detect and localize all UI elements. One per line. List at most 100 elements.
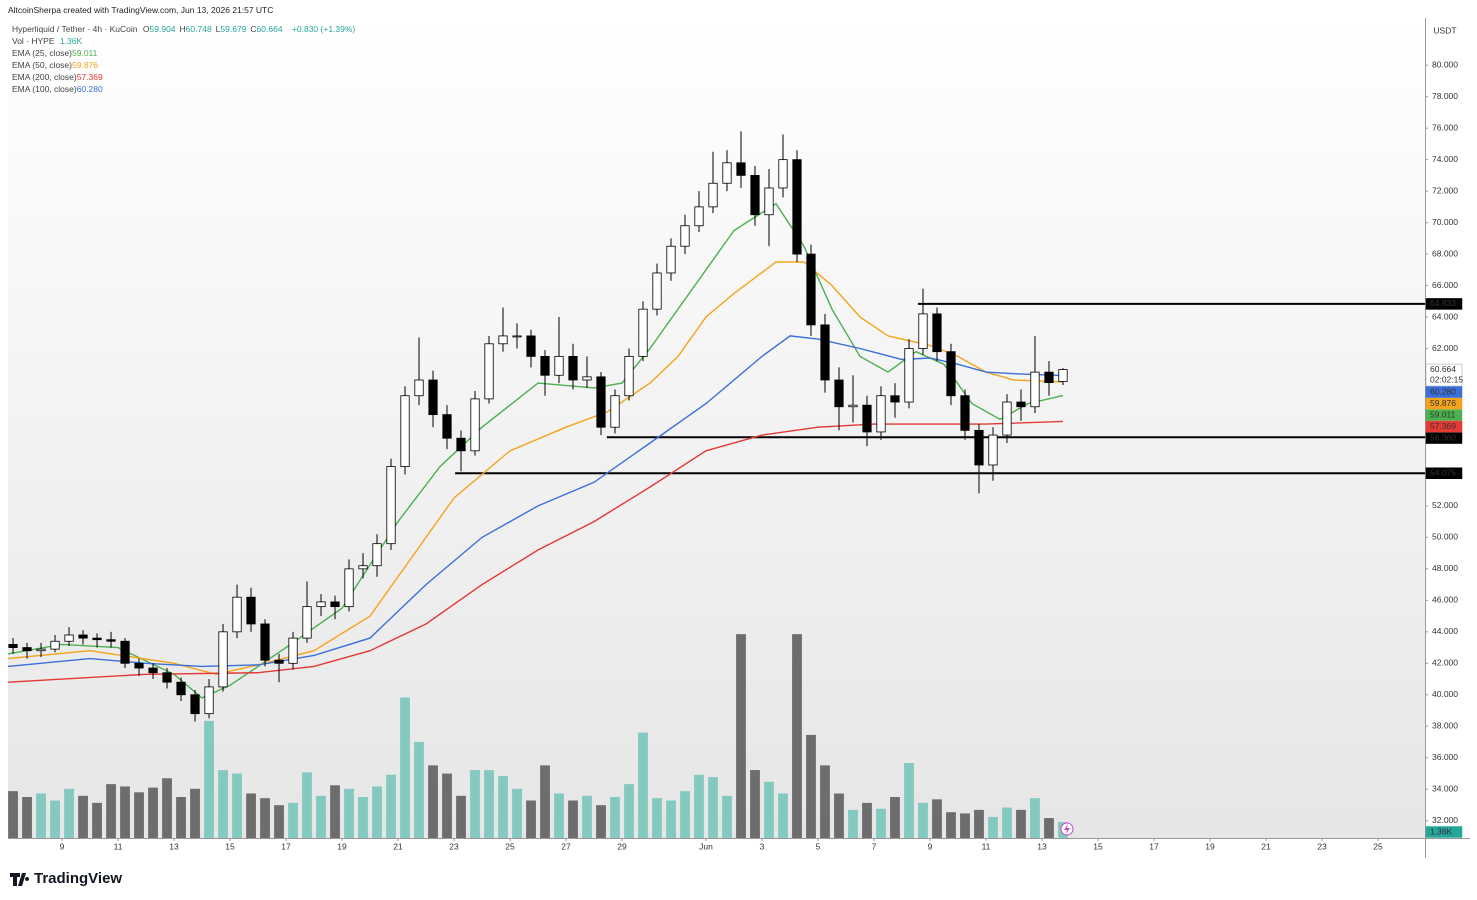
candle-body xyxy=(428,379,438,416)
volume-bar xyxy=(204,720,214,838)
y-tick-label: 46.000 xyxy=(1432,595,1458,605)
candle-body xyxy=(512,335,522,338)
y-tick-label: 66.000 xyxy=(1432,280,1458,290)
volume-bar xyxy=(414,741,424,838)
price-tag-label: 02:02:15 xyxy=(1430,374,1463,384)
brand-logo xyxy=(10,873,30,886)
x-tick-label: 21 xyxy=(393,841,403,851)
price-tag xyxy=(1425,420,1463,433)
candle-body xyxy=(1016,401,1026,408)
volume-bar xyxy=(806,734,816,838)
ohlc-label: C xyxy=(250,24,257,34)
candle-body xyxy=(834,379,844,408)
currency-label: USDT xyxy=(1433,25,1456,35)
candle-body xyxy=(330,601,340,608)
y-tick-label: 32.000 xyxy=(1432,815,1458,825)
volume-bar xyxy=(316,795,326,838)
volume-bar xyxy=(722,795,732,838)
x-tick-label: 3 xyxy=(760,841,765,851)
plot-background xyxy=(8,18,1425,838)
volume-bar xyxy=(274,805,284,838)
replay-icon-bolt xyxy=(1064,824,1070,834)
candle-body xyxy=(960,395,970,431)
volume-bar xyxy=(456,795,466,838)
x-tick-label: 21 xyxy=(1261,841,1271,851)
ohlc: O59.904 H60.748 L59.679 C60.664 xyxy=(143,24,287,34)
ohlc-value: 59.679 xyxy=(220,24,247,34)
price-tag xyxy=(1425,467,1463,479)
y-tick-label: 48.000 xyxy=(1432,563,1458,573)
candle-body xyxy=(134,662,144,669)
price-tag-label: 54.075 xyxy=(1430,467,1456,477)
ema-line xyxy=(7,335,1064,668)
volume-bar xyxy=(288,802,298,838)
volume-bar xyxy=(666,800,676,838)
volume-bar xyxy=(162,778,172,838)
candle-body xyxy=(400,395,410,467)
volume-bar xyxy=(582,795,592,838)
volume-bar xyxy=(932,799,942,838)
legend: Hyperliquid / Tether · 4h · KuCoin O59.9… xyxy=(12,23,358,95)
x-tick-label: 9 xyxy=(60,841,65,851)
volume-bar xyxy=(820,765,830,838)
candle-body xyxy=(442,414,452,439)
ohlc-value: 59.904 xyxy=(149,24,176,34)
volume-bar xyxy=(484,770,494,838)
x-tick-label: 25 xyxy=(505,841,515,851)
x-tick-label: 13 xyxy=(169,841,179,851)
volume-bar xyxy=(78,795,88,838)
y-tick-label: 72.000 xyxy=(1432,185,1458,195)
volume-bar xyxy=(596,805,606,838)
candle-body xyxy=(1058,369,1068,382)
volume-bar xyxy=(470,770,480,838)
x-tick-label: 15 xyxy=(1093,841,1103,851)
candle-body xyxy=(288,637,298,664)
volume-bar xyxy=(190,788,200,838)
candle-body xyxy=(582,376,592,381)
ema-name: EMA (200, close) xyxy=(12,72,77,82)
y-tick-label: 36.000 xyxy=(1432,752,1458,762)
candle-body xyxy=(946,351,956,397)
volume-bar xyxy=(92,802,102,838)
x-tick-label: 11 xyxy=(114,841,123,851)
y-tick-label: 80.000 xyxy=(1432,59,1458,69)
price-tag xyxy=(1425,298,1463,310)
volume-bar xyxy=(400,697,410,838)
candle-body xyxy=(176,681,186,696)
legend-row: EMA (100, close)60.280 xyxy=(12,83,358,95)
volume-bar xyxy=(848,809,858,838)
volume-bar xyxy=(232,773,242,838)
ema-value: 59.011 xyxy=(72,48,98,58)
volume-bar xyxy=(8,791,18,838)
candle-body xyxy=(624,355,634,397)
y-tick-label: 42.000 xyxy=(1432,658,1458,668)
volume-bar xyxy=(960,813,970,838)
legend-row: EMA (50, close)59.876 xyxy=(12,59,358,71)
volume-bar xyxy=(330,785,340,838)
volume-bar xyxy=(386,774,396,838)
legend-row: EMA (25, close)59.011 xyxy=(12,47,358,59)
volume-bar xyxy=(512,788,522,838)
candle-body xyxy=(638,308,648,357)
candle-body xyxy=(50,640,60,650)
candle-body xyxy=(806,253,816,326)
candle-body xyxy=(36,648,46,652)
volume-name: Vol · HYPE xyxy=(12,36,55,46)
price-tag xyxy=(1425,386,1463,398)
candle-body xyxy=(106,639,116,642)
ema-line xyxy=(7,420,1064,683)
symbol-title: Hyperliquid / Tether · 4h · KuCoin xyxy=(12,24,138,34)
x-tick-label: 15 xyxy=(225,841,235,851)
candle-body xyxy=(386,466,396,545)
x-tick-label: 17 xyxy=(281,841,291,851)
candle-body xyxy=(876,395,886,433)
candle-body xyxy=(148,667,158,674)
volume-bar xyxy=(1044,818,1054,838)
volume-bar xyxy=(918,802,928,838)
x-tick-label: 23 xyxy=(1317,841,1327,851)
candle-body xyxy=(988,434,998,466)
candle-body xyxy=(750,174,760,216)
y-tick-label: 62.000 xyxy=(1432,343,1458,353)
volume-bar xyxy=(498,775,508,838)
candle-body xyxy=(498,335,508,345)
